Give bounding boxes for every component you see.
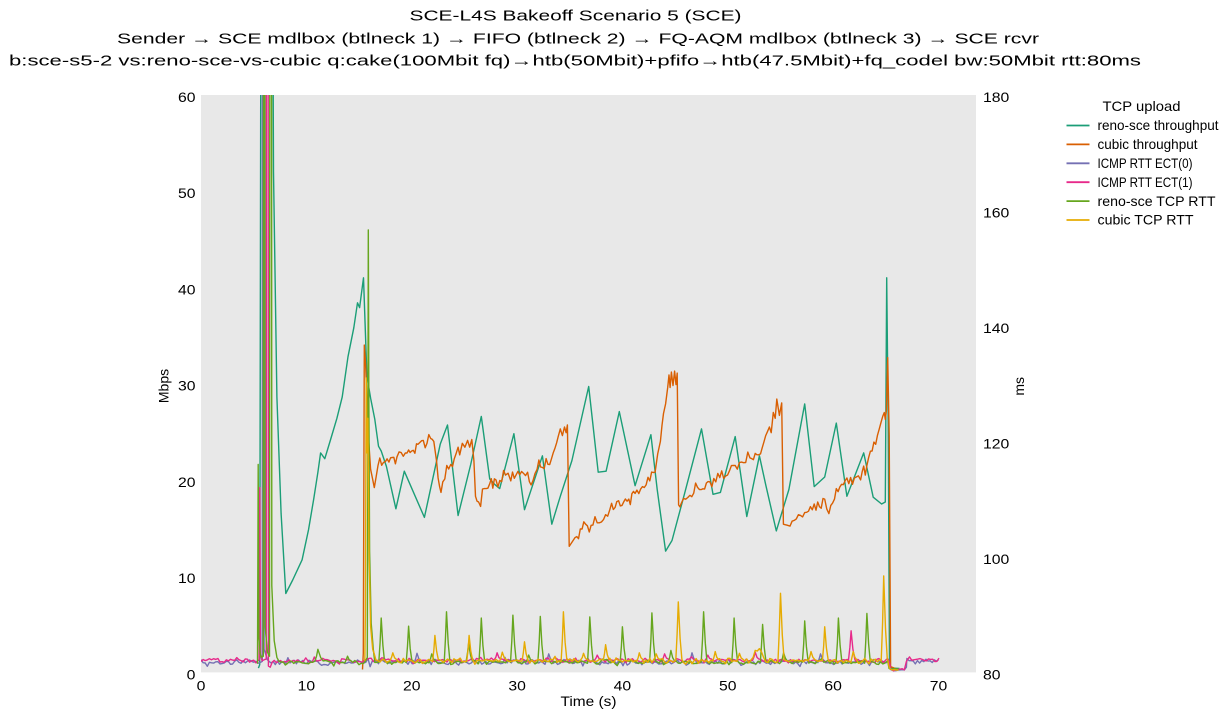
svg-text:120: 120: [983, 435, 1010, 451]
svg-text:0: 0: [187, 666, 196, 682]
svg-text:10: 10: [178, 570, 196, 586]
svg-text:20: 20: [403, 677, 421, 693]
svg-text:10: 10: [298, 677, 316, 693]
svg-text:cubic TCP RTT: cubic TCP RTT: [1098, 212, 1194, 228]
svg-text:0: 0: [197, 677, 206, 693]
svg-text:ICMP RTT ECT(1): ICMP RTT ECT(1): [1098, 174, 1193, 190]
svg-text:reno-sce throughput: reno-sce throughput: [1098, 117, 1219, 133]
svg-text:b:sce-s5-2 vs:reno-sce-vs-cubi: b:sce-s5-2 vs:reno-sce-vs-cubic q:cake(1…: [9, 53, 1141, 70]
svg-text:20: 20: [178, 474, 196, 490]
svg-text:Mbps: Mbps: [156, 369, 172, 403]
svg-text:160: 160: [983, 204, 1010, 220]
svg-text:Time (s): Time (s): [561, 693, 617, 709]
svg-text:100: 100: [983, 551, 1010, 567]
svg-text:50: 50: [719, 677, 737, 693]
svg-text:30: 30: [508, 677, 526, 693]
svg-text:50: 50: [178, 185, 196, 201]
svg-text:TCP upload: TCP upload: [1103, 98, 1181, 114]
svg-text:30: 30: [178, 378, 196, 394]
svg-text:cubic throughput: cubic throughput: [1098, 136, 1198, 152]
svg-text:SCE-L4S Bakeoff Scenario 5 (SC: SCE-L4S Bakeoff Scenario 5 (SCE): [410, 8, 742, 25]
svg-text:Sender → SCE mdlbox (btlneck 1: Sender → SCE mdlbox (btlneck 1) → FIFO (…: [117, 31, 1039, 48]
svg-text:ICMP RTT ECT(0): ICMP RTT ECT(0): [1098, 155, 1193, 171]
svg-text:reno-sce TCP RTT: reno-sce TCP RTT: [1098, 193, 1216, 209]
svg-text:60: 60: [178, 89, 196, 105]
svg-text:ms: ms: [1011, 377, 1027, 396]
svg-text:40: 40: [178, 281, 196, 297]
svg-text:70: 70: [930, 677, 948, 693]
svg-text:80: 80: [983, 666, 1001, 682]
svg-text:180: 180: [983, 89, 1010, 105]
svg-text:140: 140: [983, 320, 1010, 336]
svg-text:60: 60: [824, 677, 842, 693]
svg-text:40: 40: [614, 677, 632, 693]
